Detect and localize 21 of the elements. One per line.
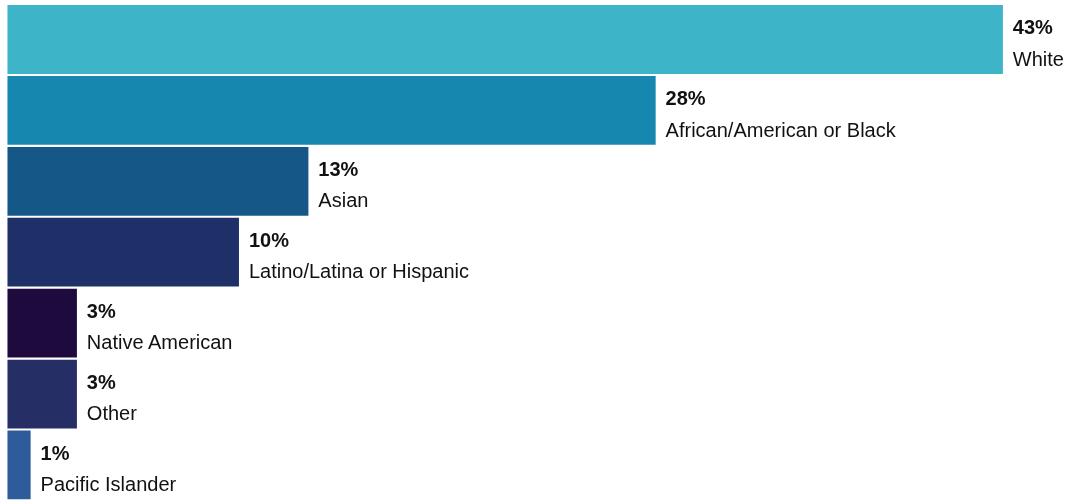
bar bbox=[7, 146, 309, 216]
data-label: 10% bbox=[248, 229, 290, 252]
bar bbox=[7, 217, 239, 287]
data-label: 13% bbox=[318, 158, 359, 181]
bar bbox=[7, 288, 77, 358]
y-tick-label: Native American bbox=[86, 331, 233, 354]
y-tick-label: Asian bbox=[318, 189, 369, 212]
bar bbox=[7, 430, 31, 500]
data-label: 3% bbox=[86, 300, 116, 323]
bar bbox=[7, 76, 656, 145]
y-tick-label: African/American or Black bbox=[665, 118, 897, 141]
y-tick-label: Latino/Latina or Hispanic bbox=[248, 260, 470, 283]
y-tick-label: Other bbox=[86, 402, 138, 425]
bar bbox=[7, 5, 1003, 74]
data-label: 28% bbox=[665, 87, 706, 110]
bar bbox=[7, 359, 77, 429]
y-tick-label: White bbox=[1012, 47, 1064, 70]
data-label: 1% bbox=[40, 441, 70, 464]
data-label: 43% bbox=[1012, 16, 1054, 39]
data-label: 3% bbox=[86, 370, 116, 393]
y-tick-label: Pacific Islander bbox=[40, 473, 177, 496]
